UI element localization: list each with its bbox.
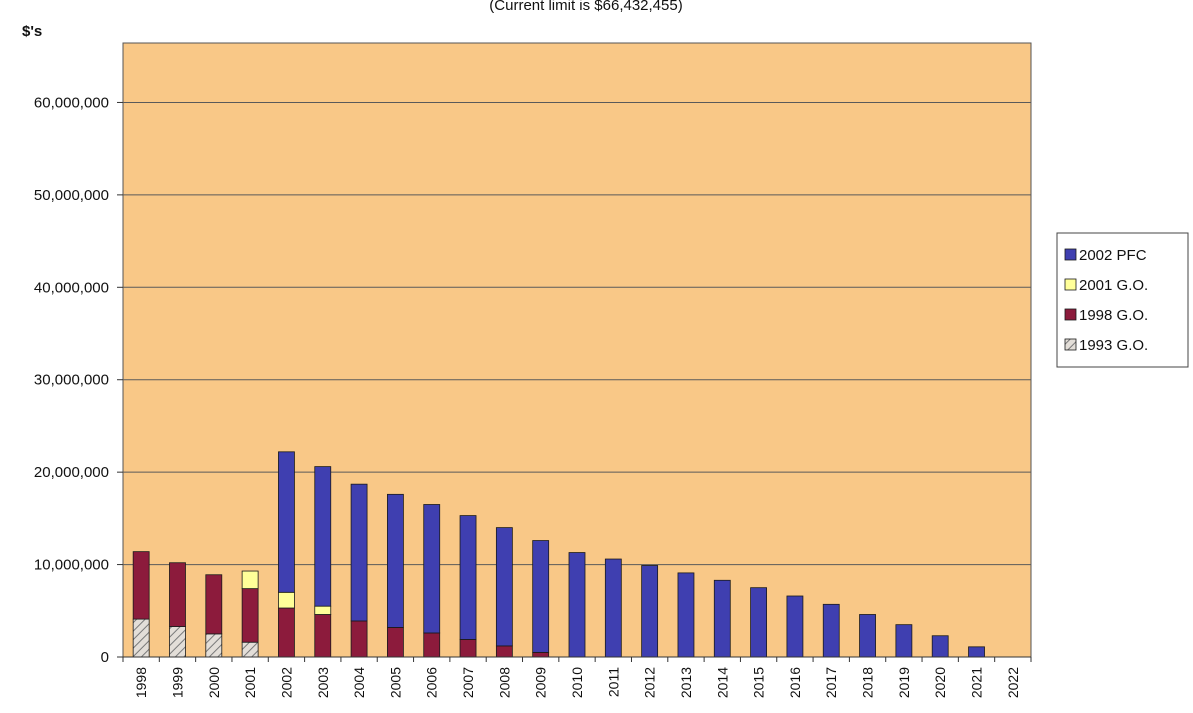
bar-1998-g-o--2005 [386,627,404,658]
legend-swatch [1064,248,1077,261]
x-tick-label: 2014 [714,667,730,698]
bar-2002-pfc-2010 [568,552,586,658]
gridlines [123,101,1031,566]
y-tick-label: 60,000,000 [34,94,109,111]
bar-2002-pfc-2011 [604,558,622,658]
x-axis-ticks: 1998 1999 2000 2001 2002 2003 2004 2005 2006 2007… [122,656,1032,698]
chart-subtitle: (Current limit is $66,432,455) [489,0,682,14]
x-tick-label: 2005 [387,667,403,698]
x-tick-label: 2012 [642,667,658,698]
bar-1998-g-o--2001 [241,588,259,643]
x-tick-label: 2009 [533,667,549,698]
y-tick-label: 40,000,000 [34,279,109,296]
bar-2002-pfc-2019 [895,624,913,658]
x-tick-label: 2021 [969,667,985,698]
x-tick-label: 2004 [351,667,367,698]
x-tick-label: 2006 [424,667,440,698]
y-tick-label: 30,000,000 [34,372,109,389]
bar-1998-g-o--2003 [314,614,332,658]
legend-label: 1998 G.O. [1079,307,1148,324]
y-tick-label: 0 [101,649,109,666]
x-tick-label: 2011 [605,667,621,697]
bar-1998-g-o--2009 [532,651,550,658]
legend: 2002 PFC 2001 G.O. 1998 G.O. 1993 G.O. [1056,232,1189,368]
bar-2002-pfc-2016 [786,595,804,658]
legend-label: 2001 G.O. [1079,277,1148,294]
legend-swatch [1064,278,1077,291]
bar-2002-pfc-2008 [495,527,513,647]
bar-1998-g-o--2008 [495,645,513,658]
bar-2001-g-o--2001 [241,570,259,590]
bar-2002-pfc-2009 [532,540,550,653]
bar-1998-g-o--1998 [132,551,150,620]
bar-2002-pfc-2015 [750,587,767,658]
bar-1998-g-o--2006 [423,632,441,658]
y-tick-label: 20,000,000 [34,464,109,481]
x-tick-label: 2018 [860,667,876,698]
bar-1998-g-o--2000 [205,574,223,635]
x-tick-label: 2007 [460,667,476,698]
x-tick-label: 2022 [1005,667,1021,698]
x-tick-label: 2016 [787,667,803,698]
bar-2002-pfc-2013 [677,572,695,658]
x-tick-label: 2001 [242,667,258,698]
legend-swatch [1064,308,1077,321]
x-tick-label: 2010 [569,667,585,698]
bar-2001-g-o--2003 [314,605,332,615]
x-tick-label: 2017 [823,667,839,698]
bar-2002-pfc-2002 [278,451,295,593]
y-axis-label: $'s [22,23,42,40]
x-tick-label: 2002 [278,667,294,698]
y-axis-ticks: 0 10,000,000 20,000,000 30,000,000 40,000,00… [34,94,123,666]
bar-1998-g-o--2002 [278,607,295,658]
y-tick-label: 10,000,000 [34,557,109,574]
x-tick-label: 2019 [896,667,912,698]
bar-1998-g-o--2007 [459,639,477,658]
y-tick-label: 50,000,000 [34,187,109,204]
bar-2002-pfc-2003 [314,466,332,607]
x-tick-label: 2013 [678,667,694,698]
bar-1998-g-o--2004 [350,620,368,658]
bar-2002-pfc-2007 [459,515,477,640]
bar-2002-pfc-2014 [713,579,731,658]
bar-1998-g-o--1999 [169,562,186,627]
legend-box [1056,232,1189,368]
bars [132,451,985,658]
x-tick-label: 2008 [496,667,512,698]
bar-2002-pfc-2021 [968,646,985,658]
bar-2001-g-o--2002 [278,591,295,609]
bar-2002-pfc-2017 [822,603,840,658]
bar-2002-pfc-2006 [423,504,441,634]
bar-1993-g-o--1999 [169,626,186,658]
legend-label: 2002 PFC [1079,247,1147,264]
x-tick-label: 1998 [133,667,149,698]
x-tick-label: 2015 [751,667,767,698]
x-tick-label: 2020 [932,667,948,698]
x-tick-label: 2003 [315,667,331,698]
bar-2002-pfc-2012 [641,565,659,658]
bar-2002-pfc-2005 [386,493,404,628]
bar-1993-g-o--2000 [205,633,223,658]
x-tick-label: 2000 [206,667,222,698]
bar-2002-pfc-2004 [350,483,368,622]
bar-1993-g-o--1998 [132,618,150,658]
bar-1993-g-o--2001 [241,641,259,658]
x-tick-label: 1999 [169,667,185,698]
bar-2002-pfc-2018 [859,614,876,658]
legend-label: 1993 G.O. [1079,337,1148,354]
bar-2002-pfc-2020 [931,635,949,658]
legend-swatch [1064,338,1077,351]
